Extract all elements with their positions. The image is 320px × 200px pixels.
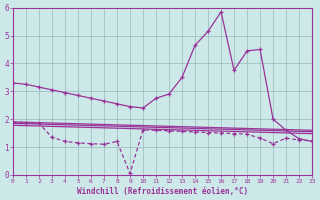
- X-axis label: Windchill (Refroidissement éolien,°C): Windchill (Refroidissement éolien,°C): [77, 187, 248, 196]
